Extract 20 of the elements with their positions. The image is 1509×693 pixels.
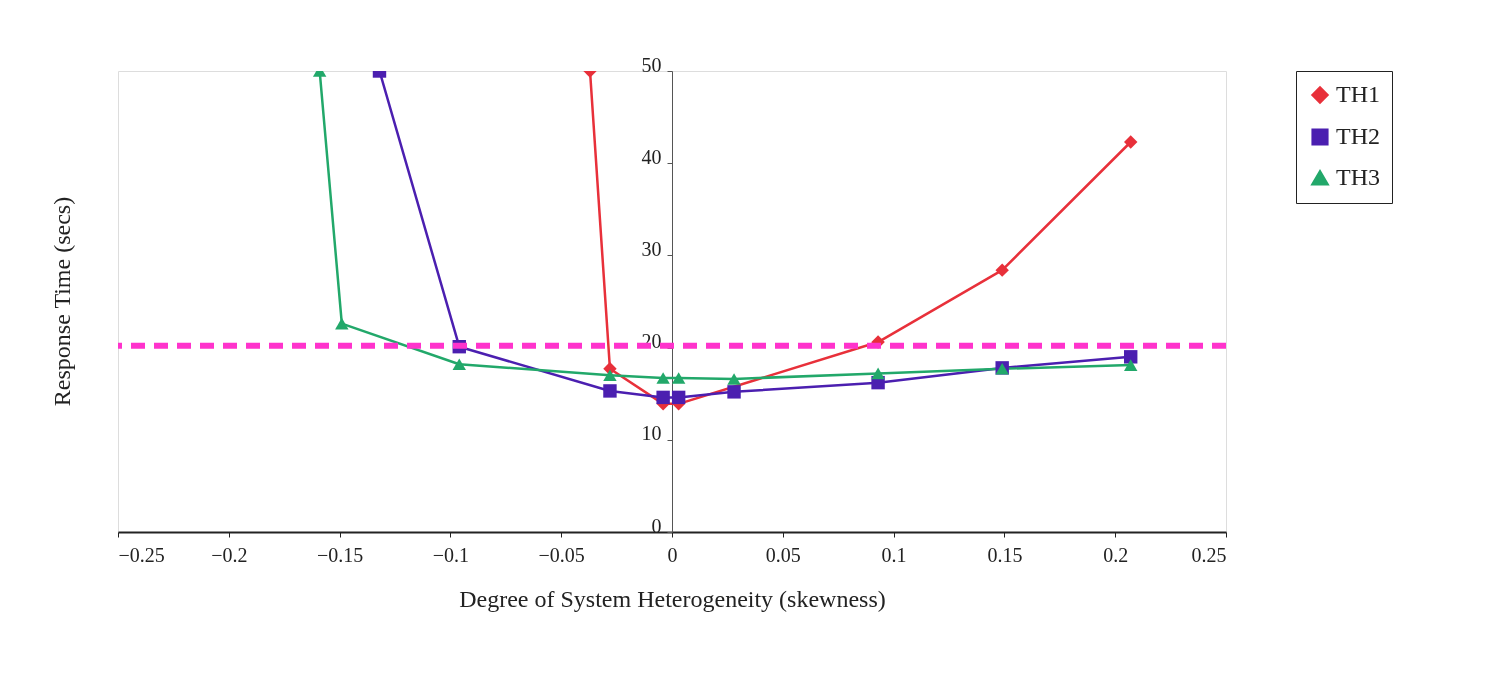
x-tick-label: 0.2 [1103,543,1129,566]
legend-label: TH2 [1336,123,1380,149]
y-axis-title: Response Time (secs) [49,196,75,407]
y-tick-label: 30 [641,237,662,260]
x-tick-label: −0.15 [316,543,364,566]
x-axis-title: Degree of System Heterogeneity (skewness) [459,585,886,612]
x-tick-label: −0.25 [118,543,165,566]
legend-label: TH3 [1336,164,1380,190]
y-tick-label: 10 [641,422,662,445]
x-tick-label: −0.1 [432,543,470,566]
x-tick-label: −0.05 [538,543,585,566]
x-tick-label: 0.25 [1191,543,1227,566]
x-tick-label: 0 [667,543,678,566]
x-tick-label: 0.15 [987,543,1023,566]
y-tick-label: 50 [641,53,662,76]
legend-label: TH1 [1336,81,1380,107]
x-tick-label: 0.05 [765,543,801,566]
x-tick-label: −0.2 [211,543,248,566]
x-tick-label: 0.1 [881,543,907,566]
y-tick-label: 40 [641,145,662,168]
